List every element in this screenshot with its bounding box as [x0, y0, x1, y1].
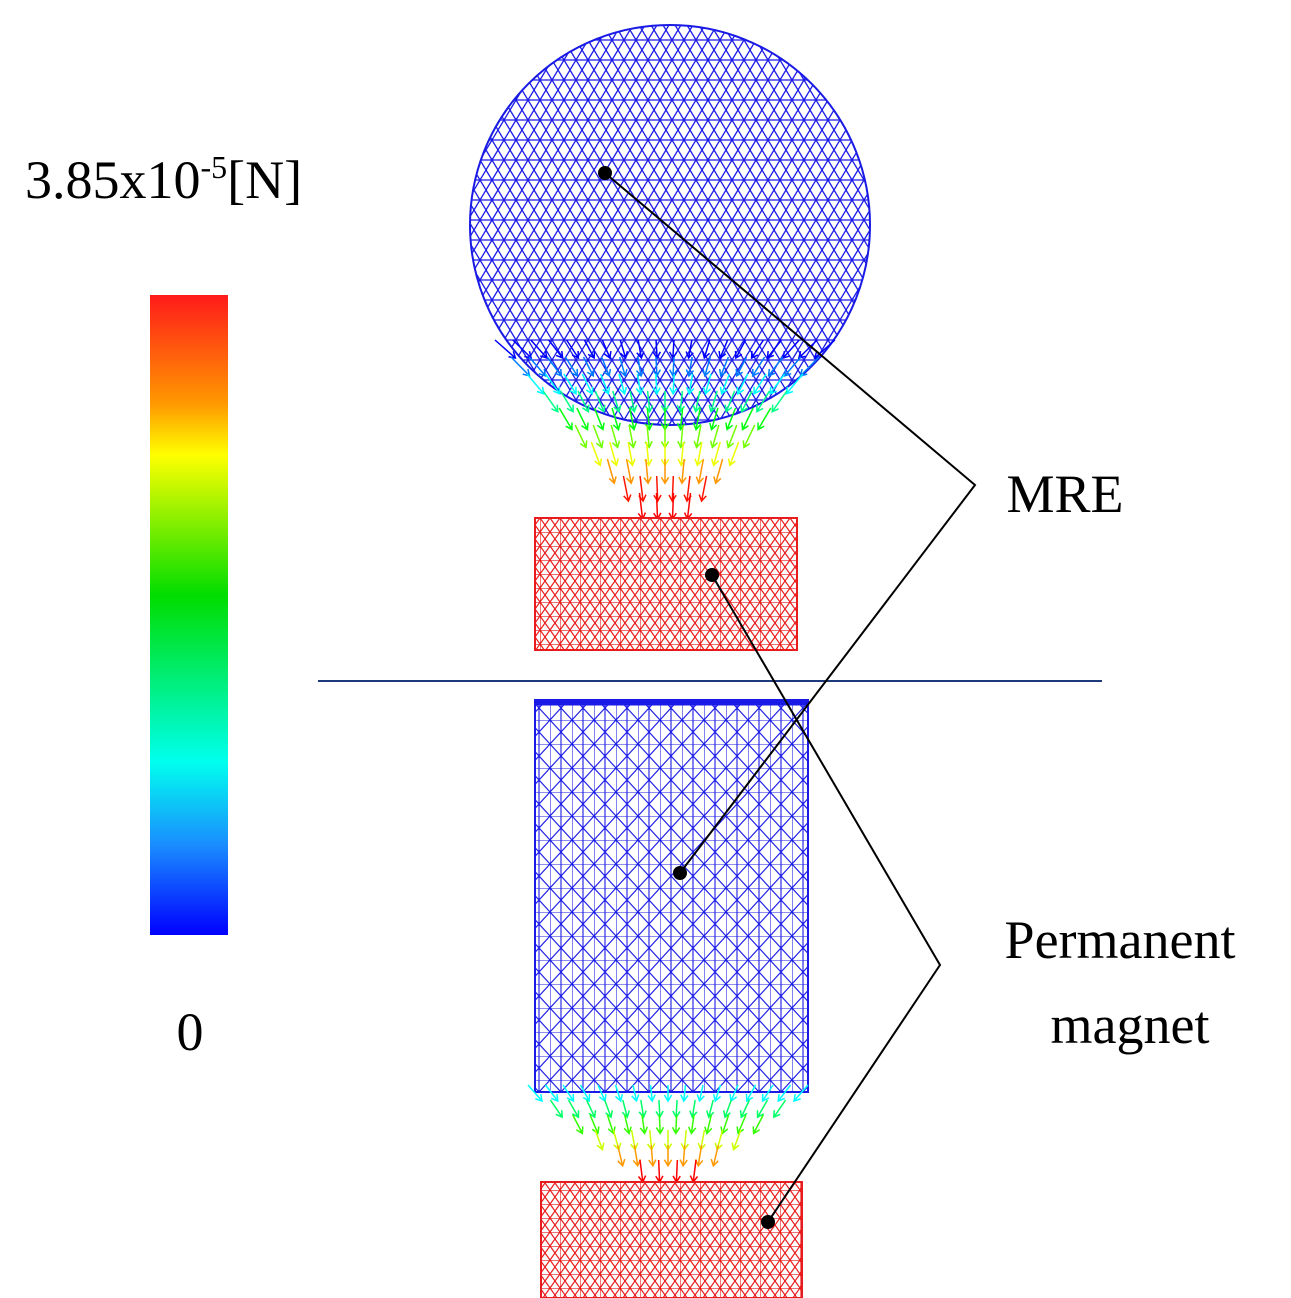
- arrow: [622, 1100, 629, 1117]
- arrow: [758, 408, 771, 430]
- colorbar-max-label: 3.85x10-5[N]: [25, 149, 302, 210]
- arrow: [573, 1115, 583, 1133]
- colorbar-min-label: 0: [177, 1002, 204, 1062]
- dot: [761, 1215, 775, 1229]
- dot: [673, 866, 687, 880]
- arrow: [774, 1100, 786, 1117]
- arrow: [696, 1145, 703, 1166]
- arrow: [707, 1100, 714, 1117]
- arrow: [724, 1100, 732, 1117]
- arrow: [639, 1100, 646, 1117]
- arrow: [715, 1130, 722, 1150]
- arrow: [690, 1100, 697, 1117]
- arrow: [673, 1160, 680, 1182]
- arrow: [673, 1100, 680, 1117]
- arrow: [732, 1130, 741, 1150]
- magnet-top-mesh: [535, 518, 797, 650]
- arrow: [654, 476, 661, 501]
- arrow: [656, 1160, 663, 1182]
- arrow: [664, 1145, 671, 1166]
- arrow: [559, 408, 572, 430]
- magnet-bottom: [541, 1182, 802, 1298]
- force-arrows-bottom: [528, 1085, 808, 1182]
- arrow: [711, 1145, 718, 1166]
- arrow: [587, 1100, 596, 1117]
- arrow: [607, 459, 616, 483]
- mantissa: 3.85x10: [25, 150, 201, 210]
- label-mre: MRE: [1006, 464, 1123, 524]
- dot: [598, 166, 612, 180]
- arrow: [656, 1100, 663, 1117]
- unit: [N]: [227, 150, 302, 210]
- arrow: [714, 459, 723, 483]
- arrow: [656, 1115, 663, 1133]
- dot: [705, 568, 719, 582]
- arrow: [613, 1130, 620, 1150]
- arrow: [753, 1115, 763, 1133]
- arrow: [618, 1145, 625, 1166]
- arrow: [595, 1130, 604, 1150]
- arrow: [605, 1100, 613, 1117]
- arrow: [741, 1100, 750, 1117]
- arrow: [661, 459, 668, 483]
- mre-sphere-mesh: [470, 25, 870, 425]
- label-magnet-line1: Permanent: [1005, 910, 1236, 970]
- exponent: -5: [201, 149, 228, 185]
- arrow: [672, 1115, 679, 1133]
- colorbar: [150, 295, 228, 935]
- arrow: [669, 476, 676, 501]
- page: 3.85x10-5[N] 0 MRE Permanent magnet (() …: [0, 0, 1291, 1298]
- arrow: [550, 1100, 562, 1117]
- arrow: [543, 391, 558, 412]
- arrow: [757, 1100, 767, 1117]
- arrow: [568, 1100, 578, 1117]
- figure: 3.85x10-5[N] 0 MRE Permanent magnet: [0, 0, 1291, 1298]
- label-magnet-line2: magnet: [1051, 995, 1210, 1055]
- arrow: [633, 1145, 640, 1166]
